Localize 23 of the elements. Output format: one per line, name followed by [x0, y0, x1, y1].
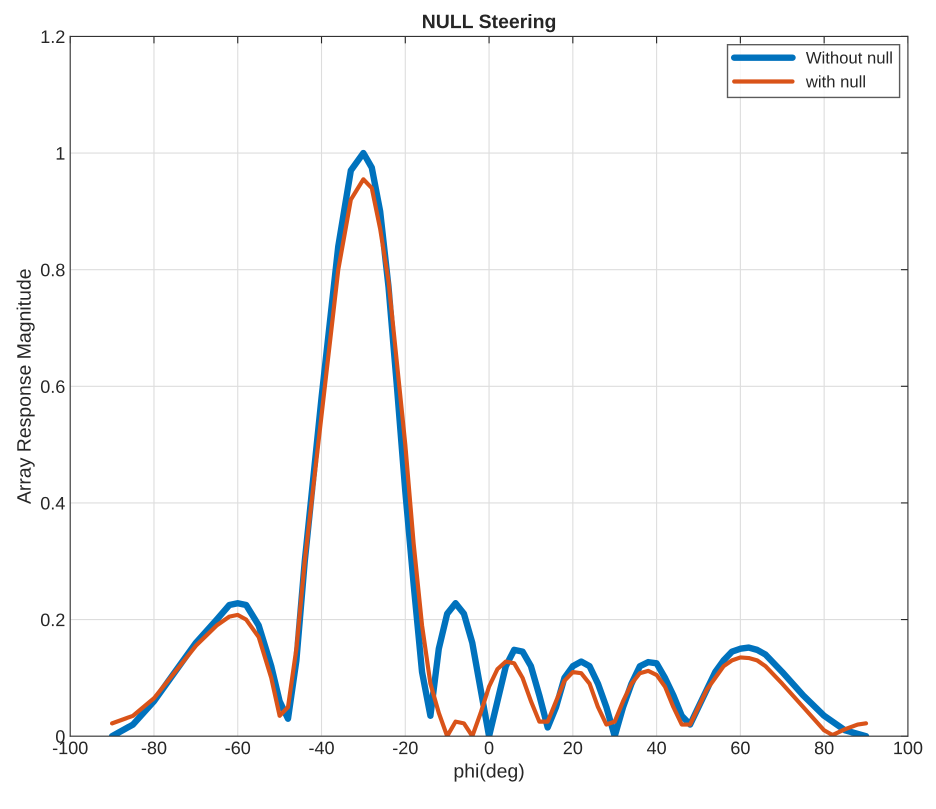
legend-label: with null: [806, 75, 865, 88]
x-tick-label: -60: [226, 742, 250, 754]
x-tick-label: 20: [564, 742, 582, 754]
y-axis-title: Array Response Magnitude: [16, 269, 35, 504]
y-tick-label: 1.2: [42, 30, 64, 43]
x-tick-label: 100: [894, 742, 922, 754]
chart-title: NULL Steering: [423, 14, 556, 32]
x-axis-title: phi(deg): [454, 763, 524, 782]
x-tick-label: 80: [814, 742, 834, 754]
y-tick-label: 1: [56, 147, 64, 160]
x-tick-label: -80: [142, 742, 166, 754]
x-tick-label: -40: [309, 742, 334, 754]
y-tick-label: 0: [56, 730, 65, 743]
x-tick-label: 0: [484, 742, 494, 754]
y-tick-label: 0.6: [40, 380, 65, 394]
y-tick-label: 0.4: [40, 496, 65, 510]
x-tick-label: 60: [731, 742, 750, 754]
y-tick-label: 0.8: [40, 264, 65, 276]
x-tick-label: -20: [393, 742, 418, 754]
y-tick-label: 0.2: [40, 613, 64, 626]
legend-label: Without null: [806, 51, 892, 64]
x-tick-label: 40: [646, 742, 666, 754]
x-tick-label: -100: [52, 742, 88, 754]
